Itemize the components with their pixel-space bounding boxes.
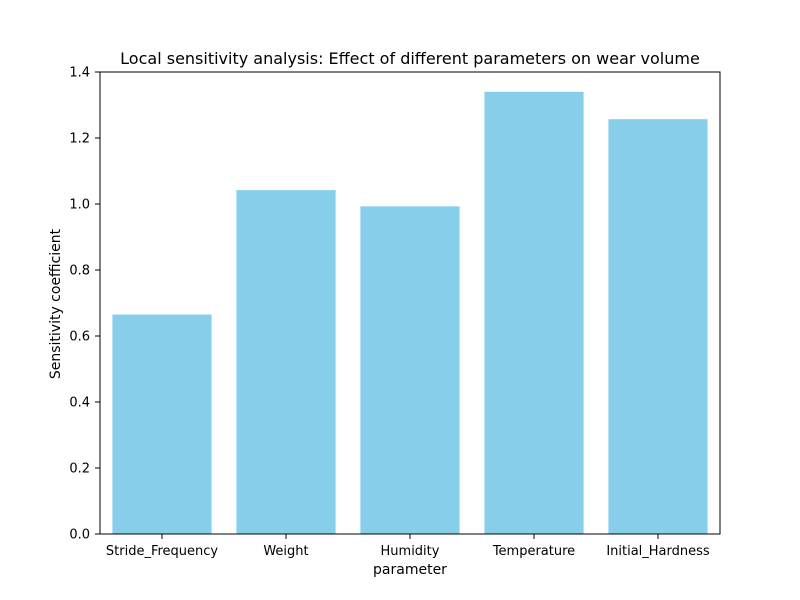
bars [112, 91, 708, 535]
x-tick-label: Weight [263, 544, 308, 559]
y-tick-label: 0.6 [69, 330, 90, 345]
y-tick-label: 0.4 [69, 396, 90, 411]
bar-initial-hardness [608, 119, 708, 534]
x-axis-label: parameter [373, 562, 447, 578]
bar-weight [236, 190, 336, 534]
y-tick-label: 1.4 [69, 66, 90, 81]
x-tick-label: Humidity [381, 544, 440, 559]
y-tick-label: 0.8 [69, 264, 90, 279]
y-tick-label: 1.0 [69, 198, 90, 213]
x-ticks: Stride_Frequency Weight Humidity Temperatur… [106, 534, 710, 559]
y-tick-label: 0.0 [69, 528, 90, 543]
y-tick-label: 0.2 [69, 462, 90, 477]
bar-humidity [360, 206, 460, 534]
x-tick-label: Initial_Hardness [606, 544, 710, 559]
y-axis-label: Sensitivity coefficient [48, 228, 64, 379]
x-tick-label: Stride_Frequency [106, 544, 219, 559]
bar-temperature [484, 91, 584, 535]
y-tick-label: 1.2 [69, 132, 90, 147]
x-tick-label: Temperature [492, 544, 575, 559]
y-ticks: 0.0 0.2 0.4 0.6 0.8 1.0 1.2 1.4 [69, 66, 100, 543]
chart-title: Local sensitivity analysis: Effect of di… [120, 49, 700, 68]
bar-stride-frequency [112, 314, 212, 534]
